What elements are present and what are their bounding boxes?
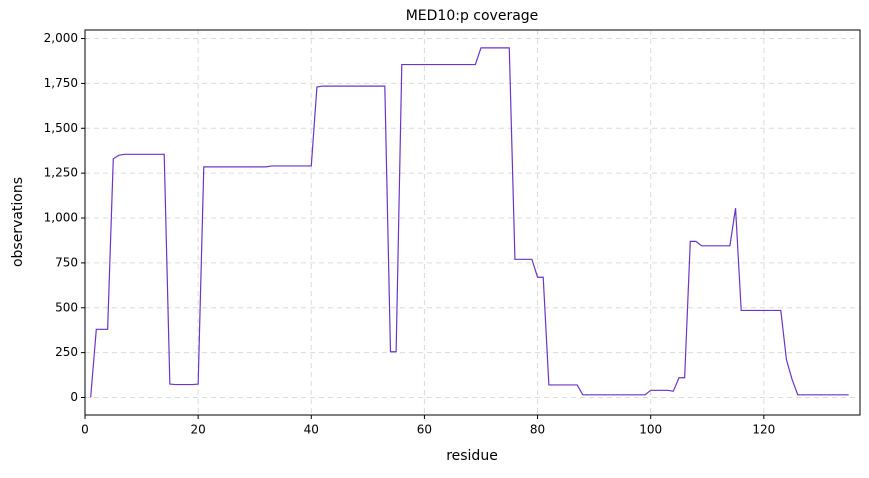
plot-frame [84, 29, 861, 416]
y-tick-label: 1,500 [44, 121, 78, 135]
y-tick-label: 2,000 [44, 31, 78, 45]
y-tick-label: 1,000 [44, 211, 78, 225]
chart-title: MED10:p coverage [406, 8, 539, 24]
y-tick-label: 0 [70, 390, 78, 404]
x-tick-label: 60 [417, 423, 432, 437]
x-tick-label: 40 [304, 423, 319, 437]
y-tick-label: 1,250 [44, 166, 78, 180]
y-tick-label: 1,750 [44, 76, 78, 90]
data-line [90, 47, 849, 398]
x-tick-label: 80 [530, 423, 545, 437]
x-axis-label: residue [446, 448, 498, 464]
y-tick-label: 250 [55, 345, 78, 359]
x-tick-label: 20 [190, 423, 205, 437]
x-tick-label: 100 [639, 423, 662, 437]
y-tick-label: 500 [55, 300, 78, 314]
x-tick-label: 120 [752, 423, 775, 437]
x-tick-label: 0 [81, 423, 89, 437]
y-tick-label: 750 [55, 255, 78, 269]
y-axis-label: observations [10, 177, 26, 267]
